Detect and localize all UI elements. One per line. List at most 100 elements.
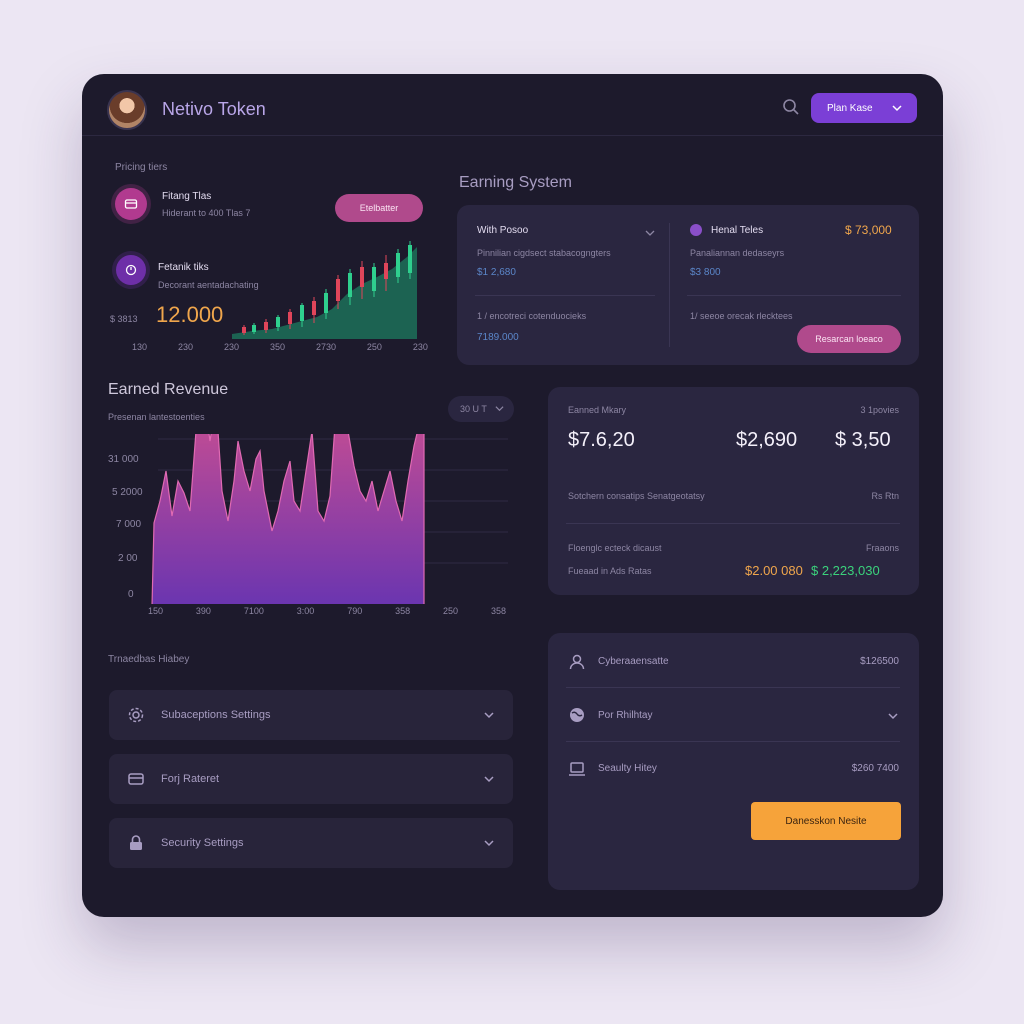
accordion-subscription-settings[interactable]: Subaceptions Settings: [109, 690, 513, 740]
accordion-payment[interactable]: Forj Rateret: [109, 754, 513, 804]
list-item-label[interactable]: Por Rhilhtay: [598, 710, 653, 721]
divider: [669, 223, 670, 347]
candlestick-chart: [232, 241, 417, 339]
chevron-down-icon[interactable]: [645, 228, 655, 238]
chevron-down-icon: [892, 105, 902, 112]
transaction-history-title: Trnaedbas Hiabey: [108, 654, 190, 665]
divider: [566, 741, 900, 742]
divider: [475, 295, 655, 296]
chevron-down-icon[interactable]: [887, 710, 899, 722]
candle-tick: 230: [177, 342, 194, 352]
stats-right-label: 3 1povies: [860, 405, 899, 415]
x-tick: 7100: [243, 606, 264, 616]
card-icon: [128, 773, 144, 785]
stats-row1-label: Sotchern consatips Senatgeotatsy: [568, 491, 705, 501]
app-title: Netivo Token: [162, 99, 266, 119]
stats-value: $2,690: [736, 429, 798, 451]
account-button-label: Plan Kase: [827, 102, 873, 114]
wallet-icon: [115, 188, 147, 220]
chevron-down-icon: [484, 712, 494, 719]
tier2-name: Fetanik tiks: [158, 262, 209, 273]
tier2-side-value: $ 3813: [110, 314, 138, 324]
chevron-down-icon: [495, 406, 504, 412]
list-item-label[interactable]: Seaulty Hitey: [598, 763, 657, 774]
divider: [566, 523, 900, 524]
earning-left-sub2: 1 / encotreci cotenduocieks: [477, 311, 587, 321]
chart-icon: [116, 255, 146, 285]
earned-money-card: Eanned Mkary 3 1povies $7.6,20 $2,690 $ …: [548, 387, 919, 595]
candle-x-axis: 130 230 230 350 2730 250 230: [132, 342, 428, 352]
redeem-button[interactable]: Resarcan loeaco: [797, 325, 901, 353]
user-icon: [569, 654, 585, 670]
x-tick: 358: [395, 606, 411, 616]
stats-row3-label: Fueaad in Ads Ratas: [568, 566, 652, 576]
stats-green-value: $ 2,223,030: [811, 563, 880, 578]
stats-label: Eanned Mkary: [568, 405, 627, 415]
tier1-button[interactable]: Etelbatter: [335, 194, 423, 222]
primary-action-button[interactable]: Danesskon Nesite: [751, 802, 901, 840]
earned-revenue-title: Earned Revenue: [108, 381, 229, 398]
accordion-label: Subaceptions Settings: [161, 709, 271, 721]
list-item-label[interactable]: Cyberaaensatte: [598, 656, 669, 667]
y-tick: 7 000: [116, 519, 141, 530]
list-item-value: $260 7400: [851, 763, 899, 774]
earning-right-amount: $ 73,000: [845, 223, 892, 237]
x-tick: 3:00: [296, 606, 315, 616]
chevron-down-icon: [484, 776, 494, 783]
stats-row2-label: Floenglc ecteck dicaust: [568, 543, 662, 553]
tiers-section-label: Pricing tiers: [115, 162, 168, 173]
candle-tick: 2730: [315, 342, 336, 352]
x-tick: 358: [490, 606, 506, 616]
avatar[interactable]: [107, 90, 147, 130]
y-tick: 2 00: [118, 553, 138, 564]
earning-right-sub1: Panaliannan dedaseyrs: [690, 248, 785, 258]
monitor-icon: [569, 762, 585, 776]
earning-system-card: With Posoo Pinnilian cigdsect stabacogng…: [457, 205, 919, 365]
revenue-area-chart: 31 000 5 2000 7 000 2 00 0: [108, 434, 508, 604]
accordion-security-settings[interactable]: Security Settings: [109, 818, 513, 868]
y-tick: 5 2000: [112, 487, 143, 498]
app-window: Netivo Token Plan Kase Pricing tiers Fit…: [82, 74, 943, 917]
tier1-subtitle: Hiderant to 400 Tlas 7: [162, 208, 251, 218]
tier2-value: 12.000: [156, 302, 224, 327]
gear-icon: [128, 707, 144, 723]
earning-system-title: Earning System: [459, 174, 572, 191]
accordion-label: Security Settings: [161, 837, 244, 849]
token-icon: [690, 224, 702, 236]
earning-left-label: With Posoo: [477, 225, 529, 236]
stats-row2-right: Fraaons: [865, 543, 899, 553]
candle-tick: 350: [269, 342, 285, 352]
lock-icon: [130, 835, 142, 850]
candle-tick: 130: [132, 342, 148, 352]
candle-tick: 230: [412, 342, 428, 352]
revenue-period-dropdown[interactable]: 30 U T: [448, 396, 514, 422]
search-icon[interactable]: [782, 98, 800, 116]
y-tick: 31 000: [108, 454, 139, 465]
earned-revenue-subtitle: Presenan lantestoenties: [108, 412, 205, 422]
earning-left-val1: $1 2,680: [477, 267, 516, 278]
stats-row1-right: Rs Rtn: [871, 491, 899, 501]
account-dropdown-button[interactable]: Plan Kase: [811, 93, 917, 123]
stats-orange-value: $2.00 080: [745, 563, 803, 578]
candle-tick: 250: [366, 342, 382, 352]
revenue-period-label: 30 U T: [460, 404, 487, 414]
revenue-x-axis: 150 390 7100 3:00 790 358 250 358: [148, 606, 506, 616]
divider: [566, 687, 900, 688]
earning-left-sub1: Pinnilian cigdsect stabacogngters: [477, 248, 611, 258]
earning-left-val2: 7189.000: [477, 332, 519, 343]
x-tick: 150: [148, 606, 164, 616]
divider: [687, 295, 901, 296]
candle-tick: 230: [223, 342, 239, 352]
globe-icon: [570, 708, 584, 722]
earning-right-label: Henal Teles: [711, 225, 764, 236]
earning-right-val1: $3 800: [690, 267, 721, 278]
tier1-name: Fitang Tlas: [162, 191, 212, 202]
x-tick: 390: [195, 606, 211, 616]
list-item-value: $126500: [860, 656, 899, 667]
stats-value: $7.6,20: [568, 429, 635, 451]
x-tick: 250: [443, 606, 459, 616]
header: Netivo Token Plan Kase: [82, 74, 943, 136]
accordion-label: Forj Rateret: [161, 773, 220, 785]
y-tick: 0: [128, 589, 134, 600]
x-tick: 790: [347, 606, 363, 616]
